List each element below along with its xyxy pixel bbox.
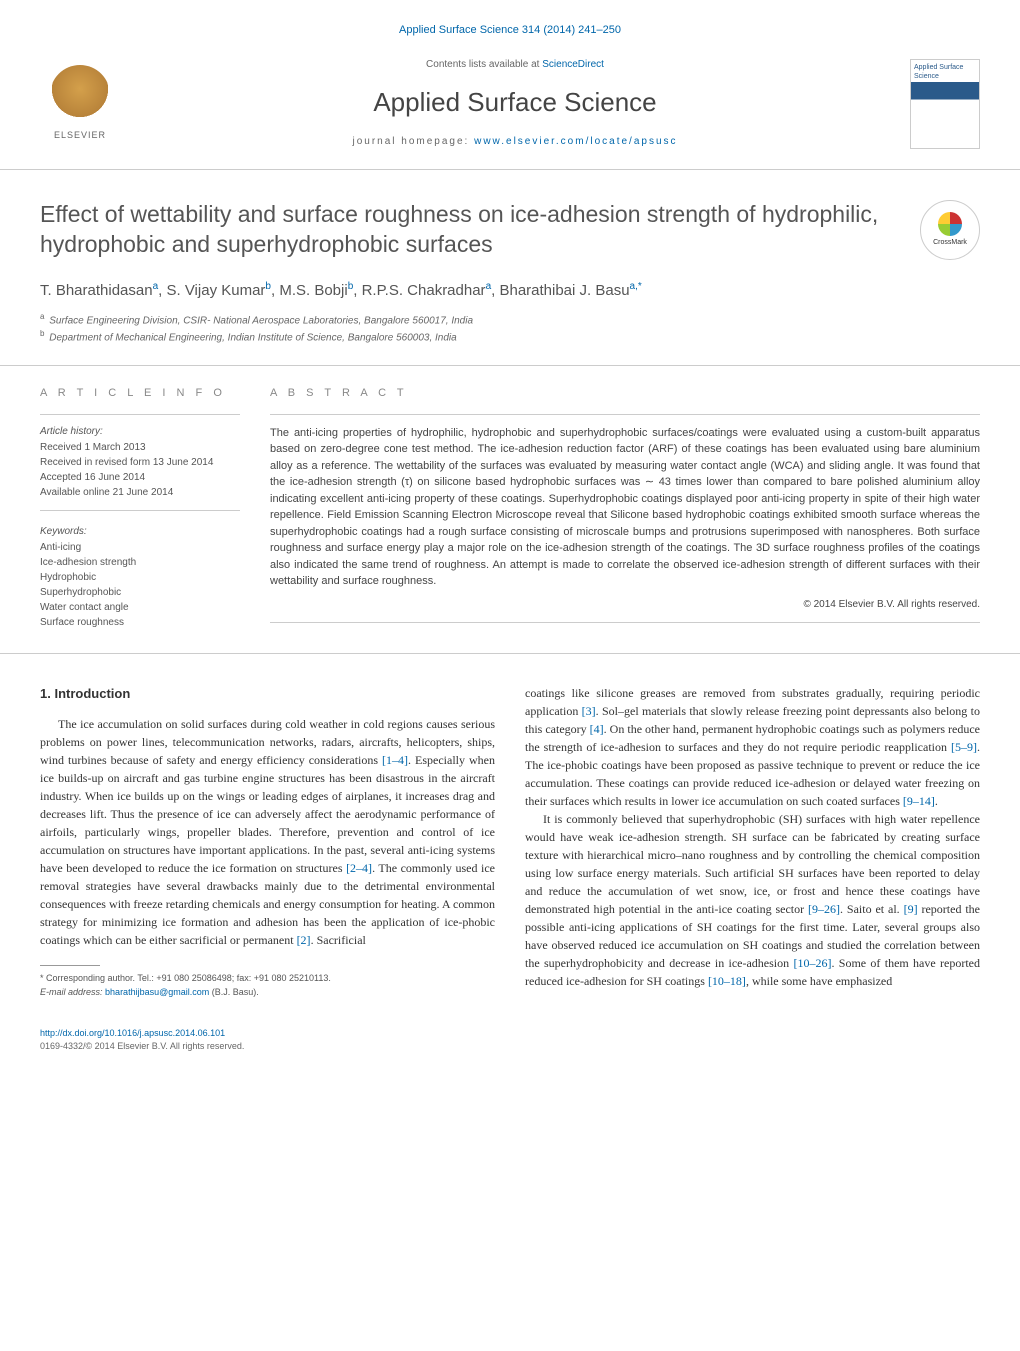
reference-link[interactable]: [1–4] [382,753,408,767]
reference-link[interactable]: [10–18] [708,974,746,988]
homepage-link[interactable]: www.elsevier.com/locate/apsusc [474,136,677,147]
reference-link[interactable]: [2–4] [346,861,372,875]
elsevier-tree-icon [50,65,110,125]
affiliations: a Surface Engineering Division, CSIR- Na… [0,306,1020,366]
divider [40,510,240,511]
author: R.P.S. Chakradhara [362,282,492,299]
history-item: Received in revised form 13 June 2014 [40,456,240,470]
authors-line: T. Bharathidasana, S. Vijay Kumarb, M.S.… [0,270,1020,306]
doi-link[interactable]: http://dx.doi.org/10.1016/j.apsusc.2014.… [40,1028,225,1038]
body-text: . [935,794,938,808]
body-paragraph: The ice accumulation on solid surfaces d… [40,715,495,949]
keywords-label: Keywords: [40,525,240,539]
author: Bharathibai J. Basua,* [499,282,641,299]
column-right: coatings like silicone greases are remov… [525,684,980,1000]
history-item: Accepted 16 June 2014 [40,471,240,485]
body-text: . Sacrificial [311,933,366,947]
column-left: 1. Introduction The ice accumulation on … [40,684,495,1000]
section-heading: 1. Introduction [40,684,495,704]
homepage-label: journal homepage: [352,136,469,147]
abstract-copyright: © 2014 Elsevier B.V. All rights reserved… [270,598,980,612]
article-header: Effect of wettability and surface roughn… [0,170,1020,270]
abstract-heading: a b s t r a c t [270,386,980,401]
body-paragraph: coatings like silicone greases are remov… [525,684,980,810]
reference-link[interactable]: [3] [582,704,596,718]
footnote-separator [40,965,100,966]
journal-center: Contents lists available at ScienceDirec… [120,58,910,148]
elsevier-label: ELSEVIER [54,129,106,142]
reference-link[interactable]: [9–26] [808,902,840,916]
body-text: It is commonly believed that superhydrop… [525,812,980,916]
contents-line: Contents lists available at ScienceDirec… [120,58,910,72]
affiliation-marker: a [486,281,492,292]
history-label: Article history: [40,425,240,439]
crossmark-badge[interactable]: CrossMark [920,200,980,260]
keyword-item: Water contact angle [40,601,240,615]
email-link[interactable]: bharathijbasu@gmail.com [105,987,209,997]
page-header: Applied Surface Science 314 (2014) 241–2… [0,0,1020,48]
elsevier-logo[interactable]: ELSEVIER [40,59,120,149]
author: M.S. Bobjib [279,282,353,299]
abstract-text: The anti-icing properties of hydrophilic… [270,425,980,590]
corr-line: * Corresponding author. Tel.: +91 080 25… [40,972,495,986]
article-info: a r t i c l e i n f o Article history: R… [40,366,240,632]
author: S. Vijay Kumarb [166,282,271,299]
reference-link[interactable]: [5–9] [951,740,977,754]
keyword-item: Hydrophobic [40,571,240,585]
divider [270,414,980,415]
keyword-item: Ice-adhesion strength [40,556,240,570]
affiliation-marker: a [153,281,159,292]
history-item: Received 1 March 2013 [40,441,240,455]
page-footer: http://dx.doi.org/10.1016/j.apsusc.2014.… [0,1019,1020,1076]
reference-link[interactable]: [4] [590,722,604,736]
reference-link[interactable]: [9–14] [903,794,935,808]
keyword-item: Superhydrophobic [40,586,240,600]
affiliation-marker: a,* [630,281,642,292]
cover-title: Applied Surface Science [914,63,979,83]
keyword-item: Surface roughness [40,616,240,630]
body-columns: 1. Introduction The ice accumulation on … [0,654,1020,1020]
issn-line: 0169-4332/© 2014 Elsevier B.V. All right… [40,1041,244,1051]
sciencedirect-link[interactable]: ScienceDirect [542,59,604,70]
email-label: E-mail address: [40,987,103,997]
affiliation-marker: b [348,281,354,292]
body-text: , while some have emphasized [746,974,892,988]
email-suffix: (B.J. Basu). [209,987,259,997]
divider [40,414,240,415]
body-paragraph: It is commonly believed that superhydrop… [525,810,980,990]
reference-link[interactable]: [9] [904,902,918,916]
crossmark-label: CrossMark [933,238,967,248]
info-abstract-row: a r t i c l e i n f o Article history: R… [0,365,1020,653]
history-item: Available online 21 June 2014 [40,486,240,500]
journal-bar: ELSEVIER Contents lists available at Sci… [0,48,1020,169]
keyword-item: Anti-icing [40,541,240,555]
citation-link[interactable]: Applied Surface Science 314 (2014) 241–2… [399,24,621,36]
journal-cover-thumbnail[interactable]: Applied Surface Science [910,59,980,149]
journal-title: Applied Surface Science [120,84,910,120]
reference-link[interactable]: [10–26] [793,956,831,970]
body-text: . Especially when ice builds-up on aircr… [40,753,495,875]
abstract: a b s t r a c t The anti-icing propertie… [270,366,980,632]
journal-homepage-line: journal homepage: www.elsevier.com/locat… [120,135,910,149]
corresponding-author-footnote: * Corresponding author. Tel.: +91 080 25… [40,972,495,999]
author: T. Bharathidasana [40,282,158,299]
body-text: . Saito et al. [840,902,904,916]
reference-link[interactable]: [2] [297,933,311,947]
affiliation-line: a Surface Engineering Division, CSIR- Na… [40,311,980,328]
divider [270,622,980,623]
contents-label: Contents lists available at [426,59,539,70]
crossmark-icon [938,212,962,236]
article-title: Effect of wettability and surface roughn… [40,200,920,260]
affiliation-marker: b [265,281,271,292]
article-info-heading: a r t i c l e i n f o [40,386,240,401]
affiliation-line: b Department of Mechanical Engineering, … [40,328,980,345]
